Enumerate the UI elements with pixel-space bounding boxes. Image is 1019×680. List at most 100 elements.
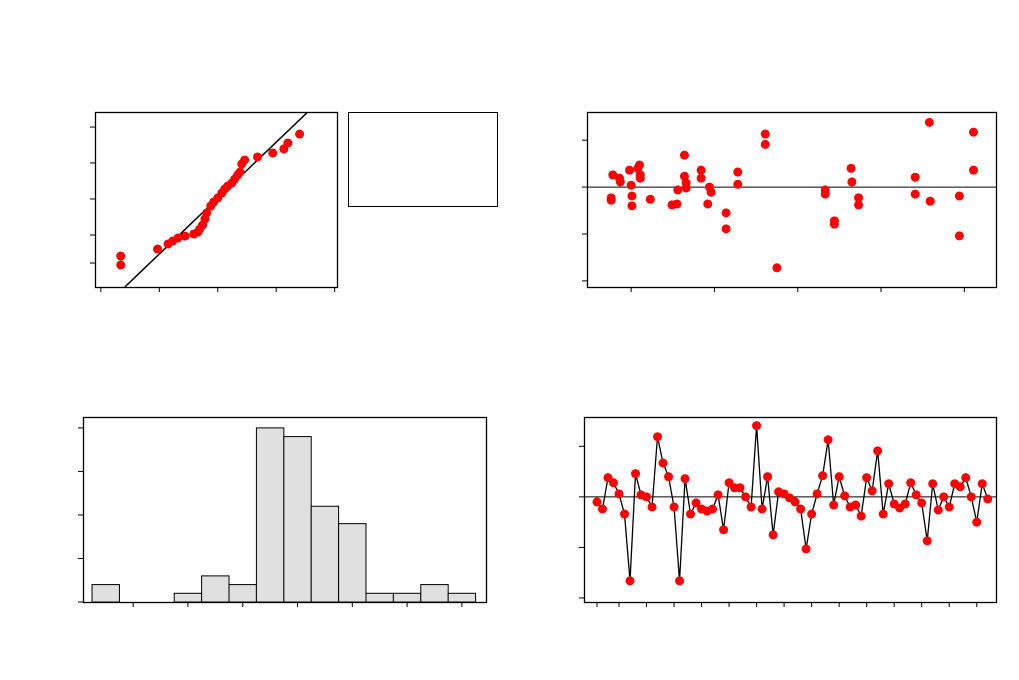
data-point <box>922 536 932 546</box>
plot-frame <box>586 111 998 289</box>
data-point <box>854 193 864 203</box>
data-point <box>721 224 731 234</box>
histogram-bar <box>201 575 230 603</box>
data-point <box>642 492 652 502</box>
data-point <box>634 160 644 170</box>
data-point <box>911 490 921 500</box>
data-point <box>615 177 625 187</box>
data-point <box>626 180 636 190</box>
data-point <box>202 208 212 218</box>
data-point <box>253 152 263 162</box>
histogram-bar <box>255 427 285 603</box>
data-point <box>823 435 833 445</box>
data-point <box>721 208 731 218</box>
data-point <box>719 525 729 535</box>
data-point <box>268 148 278 158</box>
data-point <box>969 165 979 175</box>
data-point <box>846 163 856 173</box>
data-point <box>847 177 857 187</box>
data-point <box>713 490 723 500</box>
data-point <box>673 185 683 195</box>
data-point <box>733 167 743 177</box>
data-point <box>696 165 706 175</box>
data-point <box>972 517 982 527</box>
data-point <box>733 179 743 189</box>
data-point <box>966 492 976 502</box>
data-point <box>606 195 616 205</box>
data-point <box>752 421 762 431</box>
data-point <box>235 167 245 177</box>
histogram-bar <box>365 592 394 603</box>
data-point <box>834 472 844 482</box>
data-point <box>675 576 685 586</box>
data-point <box>969 127 979 137</box>
data-point <box>878 509 888 519</box>
data-point <box>672 199 682 209</box>
data-point <box>818 471 828 481</box>
data-point <box>977 479 987 489</box>
data-point <box>910 172 920 182</box>
data-point <box>620 509 630 519</box>
data-point <box>854 200 864 210</box>
histogram-bar <box>338 523 367 603</box>
data-point <box>884 479 894 489</box>
data-point <box>856 511 866 521</box>
data-point <box>760 129 770 139</box>
data-point <box>954 191 964 201</box>
data-point <box>961 473 971 483</box>
data-point <box>658 458 668 468</box>
data-point <box>807 509 817 519</box>
data-point <box>955 482 965 492</box>
plot-frame <box>94 111 339 289</box>
data-point <box>597 504 607 514</box>
data-point <box>608 478 618 488</box>
data-point <box>772 263 782 273</box>
data-point <box>691 498 701 508</box>
histogram-bar <box>91 584 120 603</box>
data-point <box>900 499 910 509</box>
data-point <box>686 509 696 519</box>
data-point <box>829 219 839 229</box>
data-point <box>741 492 751 502</box>
data-point <box>653 432 663 442</box>
data-point <box>735 483 745 493</box>
data-point <box>812 489 822 499</box>
data-point <box>696 173 706 183</box>
data-point <box>608 170 618 180</box>
data-point <box>681 183 691 193</box>
data-point <box>840 491 850 501</box>
data-point <box>703 199 713 209</box>
histogram-bar <box>228 584 257 603</box>
data-point <box>153 244 163 254</box>
data-point <box>173 233 183 243</box>
data-point <box>180 231 190 241</box>
data-point <box>757 504 767 514</box>
data-point <box>627 191 637 201</box>
data-point <box>820 189 830 199</box>
data-point <box>592 497 602 507</box>
data-point <box>790 497 800 507</box>
data-point <box>708 504 718 514</box>
data-point <box>801 544 811 554</box>
data-point <box>240 155 250 165</box>
data-point <box>954 231 964 241</box>
data-point <box>917 498 927 508</box>
data-point <box>796 504 806 514</box>
histogram-bar <box>283 436 312 603</box>
data-point <box>906 478 916 488</box>
data-point <box>627 201 637 211</box>
data-point <box>983 494 993 504</box>
data-point <box>873 446 883 456</box>
data-point <box>706 187 716 197</box>
legend-box <box>348 112 498 207</box>
data-point <box>768 530 778 540</box>
data-point <box>939 492 949 502</box>
data-point <box>647 502 657 512</box>
data-point <box>924 117 934 127</box>
data-point <box>116 251 126 261</box>
data-point <box>614 489 624 499</box>
data-point <box>624 165 634 175</box>
data-point <box>829 500 839 510</box>
